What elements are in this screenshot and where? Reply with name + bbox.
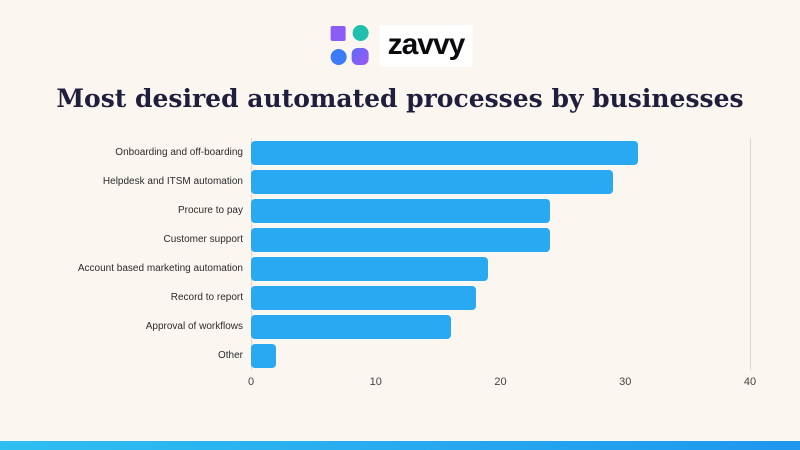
zavvy-logo-text: zavvy	[379, 25, 473, 67]
category-label: Account based marketing automation	[77, 263, 243, 274]
chart-row: Customer support	[8, 225, 750, 254]
bar	[251, 285, 476, 310]
bottom-accent-strip	[0, 441, 800, 450]
category-label: Onboarding and off-boarding	[115, 147, 243, 158]
bar-track	[251, 314, 750, 339]
bar-track	[251, 285, 750, 310]
bar-chart: Onboarding and off-boarding Helpdesk and …	[8, 138, 756, 394]
bar	[251, 169, 613, 194]
zavvy-shapes-icon	[330, 25, 369, 65]
bar-track	[251, 227, 750, 252]
bar-track	[251, 343, 750, 368]
bar	[251, 343, 276, 368]
bar-track	[251, 140, 750, 165]
chart-row: Approval of workflows	[8, 312, 750, 341]
logo-teal-circle-shape	[352, 25, 369, 41]
category-label: Procure to pay	[177, 205, 243, 216]
bar	[251, 314, 451, 339]
logo-blob-shape	[351, 48, 369, 65]
logo-blue-circle-shape	[330, 49, 347, 65]
x-tick-label: 20	[494, 376, 507, 388]
bar	[251, 140, 638, 165]
logo-square-shape	[330, 26, 346, 41]
category-label: Helpdesk and ITSM automation	[102, 176, 243, 187]
chart-row: Record to report	[8, 283, 750, 312]
bar-track	[251, 198, 750, 223]
category-label: Customer support	[163, 234, 243, 245]
category-label: Approval of workflows	[145, 321, 243, 332]
chart-row: Other	[8, 341, 750, 370]
bar	[251, 227, 551, 252]
gridline	[750, 138, 751, 370]
chart-rows: Onboarding and off-boarding Helpdesk and …	[8, 138, 750, 370]
chart-row: Procure to pay	[8, 196, 750, 225]
chart-row: Helpdesk and ITSM automation	[8, 167, 750, 196]
x-tick-label: 10	[369, 376, 382, 388]
bar	[251, 256, 489, 281]
chart-row: Account based marketing automation	[8, 254, 750, 283]
zavvy-logo: zavvy	[328, 24, 473, 68]
chart-title: Most desired automated processes by busi…	[56, 84, 744, 113]
gridline	[251, 138, 252, 370]
x-tick-label: 0	[247, 376, 255, 388]
chart-row: Onboarding and off-boarding	[8, 138, 750, 167]
x-tick-label: 40	[743, 376, 757, 388]
bar	[251, 198, 551, 223]
x-tick-label: 30	[619, 376, 632, 388]
bar-track	[251, 256, 750, 281]
bar-track	[251, 169, 750, 194]
category-label: Other	[217, 350, 243, 361]
category-label: Record to report	[170, 292, 243, 303]
x-axis: 0 10 20 30 40	[247, 374, 756, 394]
chart-gridlines	[251, 138, 751, 370]
